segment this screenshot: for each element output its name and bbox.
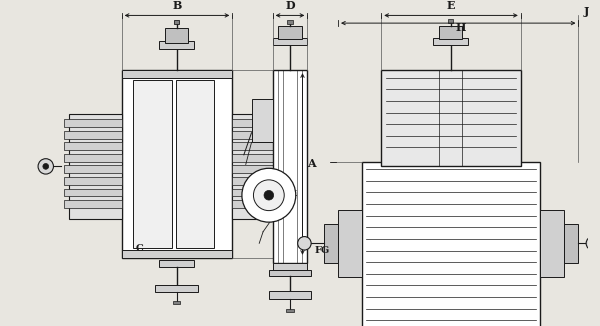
Circle shape — [242, 168, 296, 222]
Bar — [272, 262, 307, 270]
Circle shape — [38, 159, 53, 174]
Text: B: B — [172, 0, 182, 11]
Bar — [64, 142, 122, 150]
Text: D: D — [285, 0, 295, 11]
Bar — [272, 70, 307, 262]
Bar — [269, 270, 311, 276]
Bar — [269, 291, 311, 299]
Bar — [287, 20, 293, 24]
Bar — [64, 177, 122, 185]
Bar — [362, 162, 540, 326]
Bar — [159, 259, 194, 267]
Text: A: A — [307, 158, 316, 170]
Bar — [232, 177, 290, 185]
Bar — [232, 200, 290, 208]
Bar — [64, 165, 122, 173]
Bar — [382, 70, 521, 166]
Bar — [232, 113, 285, 219]
Text: FG: FG — [314, 245, 329, 255]
Bar — [64, 119, 122, 127]
Bar — [564, 224, 578, 262]
Bar — [323, 224, 338, 262]
Bar — [165, 28, 188, 43]
Bar — [64, 154, 122, 162]
Text: E: E — [447, 0, 455, 11]
Bar — [540, 210, 564, 277]
Bar — [439, 26, 462, 39]
Circle shape — [586, 237, 599, 250]
Bar — [433, 37, 468, 45]
Text: J: J — [584, 6, 590, 17]
Circle shape — [264, 190, 274, 200]
Bar — [64, 200, 122, 208]
Bar — [69, 113, 122, 219]
Bar — [64, 188, 122, 196]
Bar — [232, 142, 290, 150]
Bar — [232, 165, 290, 173]
Bar — [286, 309, 294, 312]
Text: H: H — [455, 22, 466, 34]
Bar — [122, 70, 232, 78]
Bar — [448, 19, 454, 23]
Circle shape — [298, 237, 311, 250]
Circle shape — [43, 164, 49, 169]
Bar — [176, 80, 214, 248]
Bar — [64, 131, 122, 139]
Bar — [159, 41, 194, 49]
Bar — [232, 131, 290, 139]
Bar — [278, 26, 302, 39]
Text: C: C — [135, 244, 143, 253]
Bar — [272, 37, 307, 45]
Bar — [232, 188, 290, 196]
Bar — [251, 99, 272, 142]
Bar — [232, 154, 290, 162]
Bar — [338, 210, 362, 277]
Circle shape — [253, 180, 284, 211]
Bar — [122, 250, 232, 258]
Bar — [232, 119, 290, 127]
Bar — [173, 301, 181, 304]
Bar — [155, 285, 197, 292]
Bar — [173, 20, 179, 24]
Bar — [133, 80, 172, 248]
Bar — [122, 70, 232, 258]
